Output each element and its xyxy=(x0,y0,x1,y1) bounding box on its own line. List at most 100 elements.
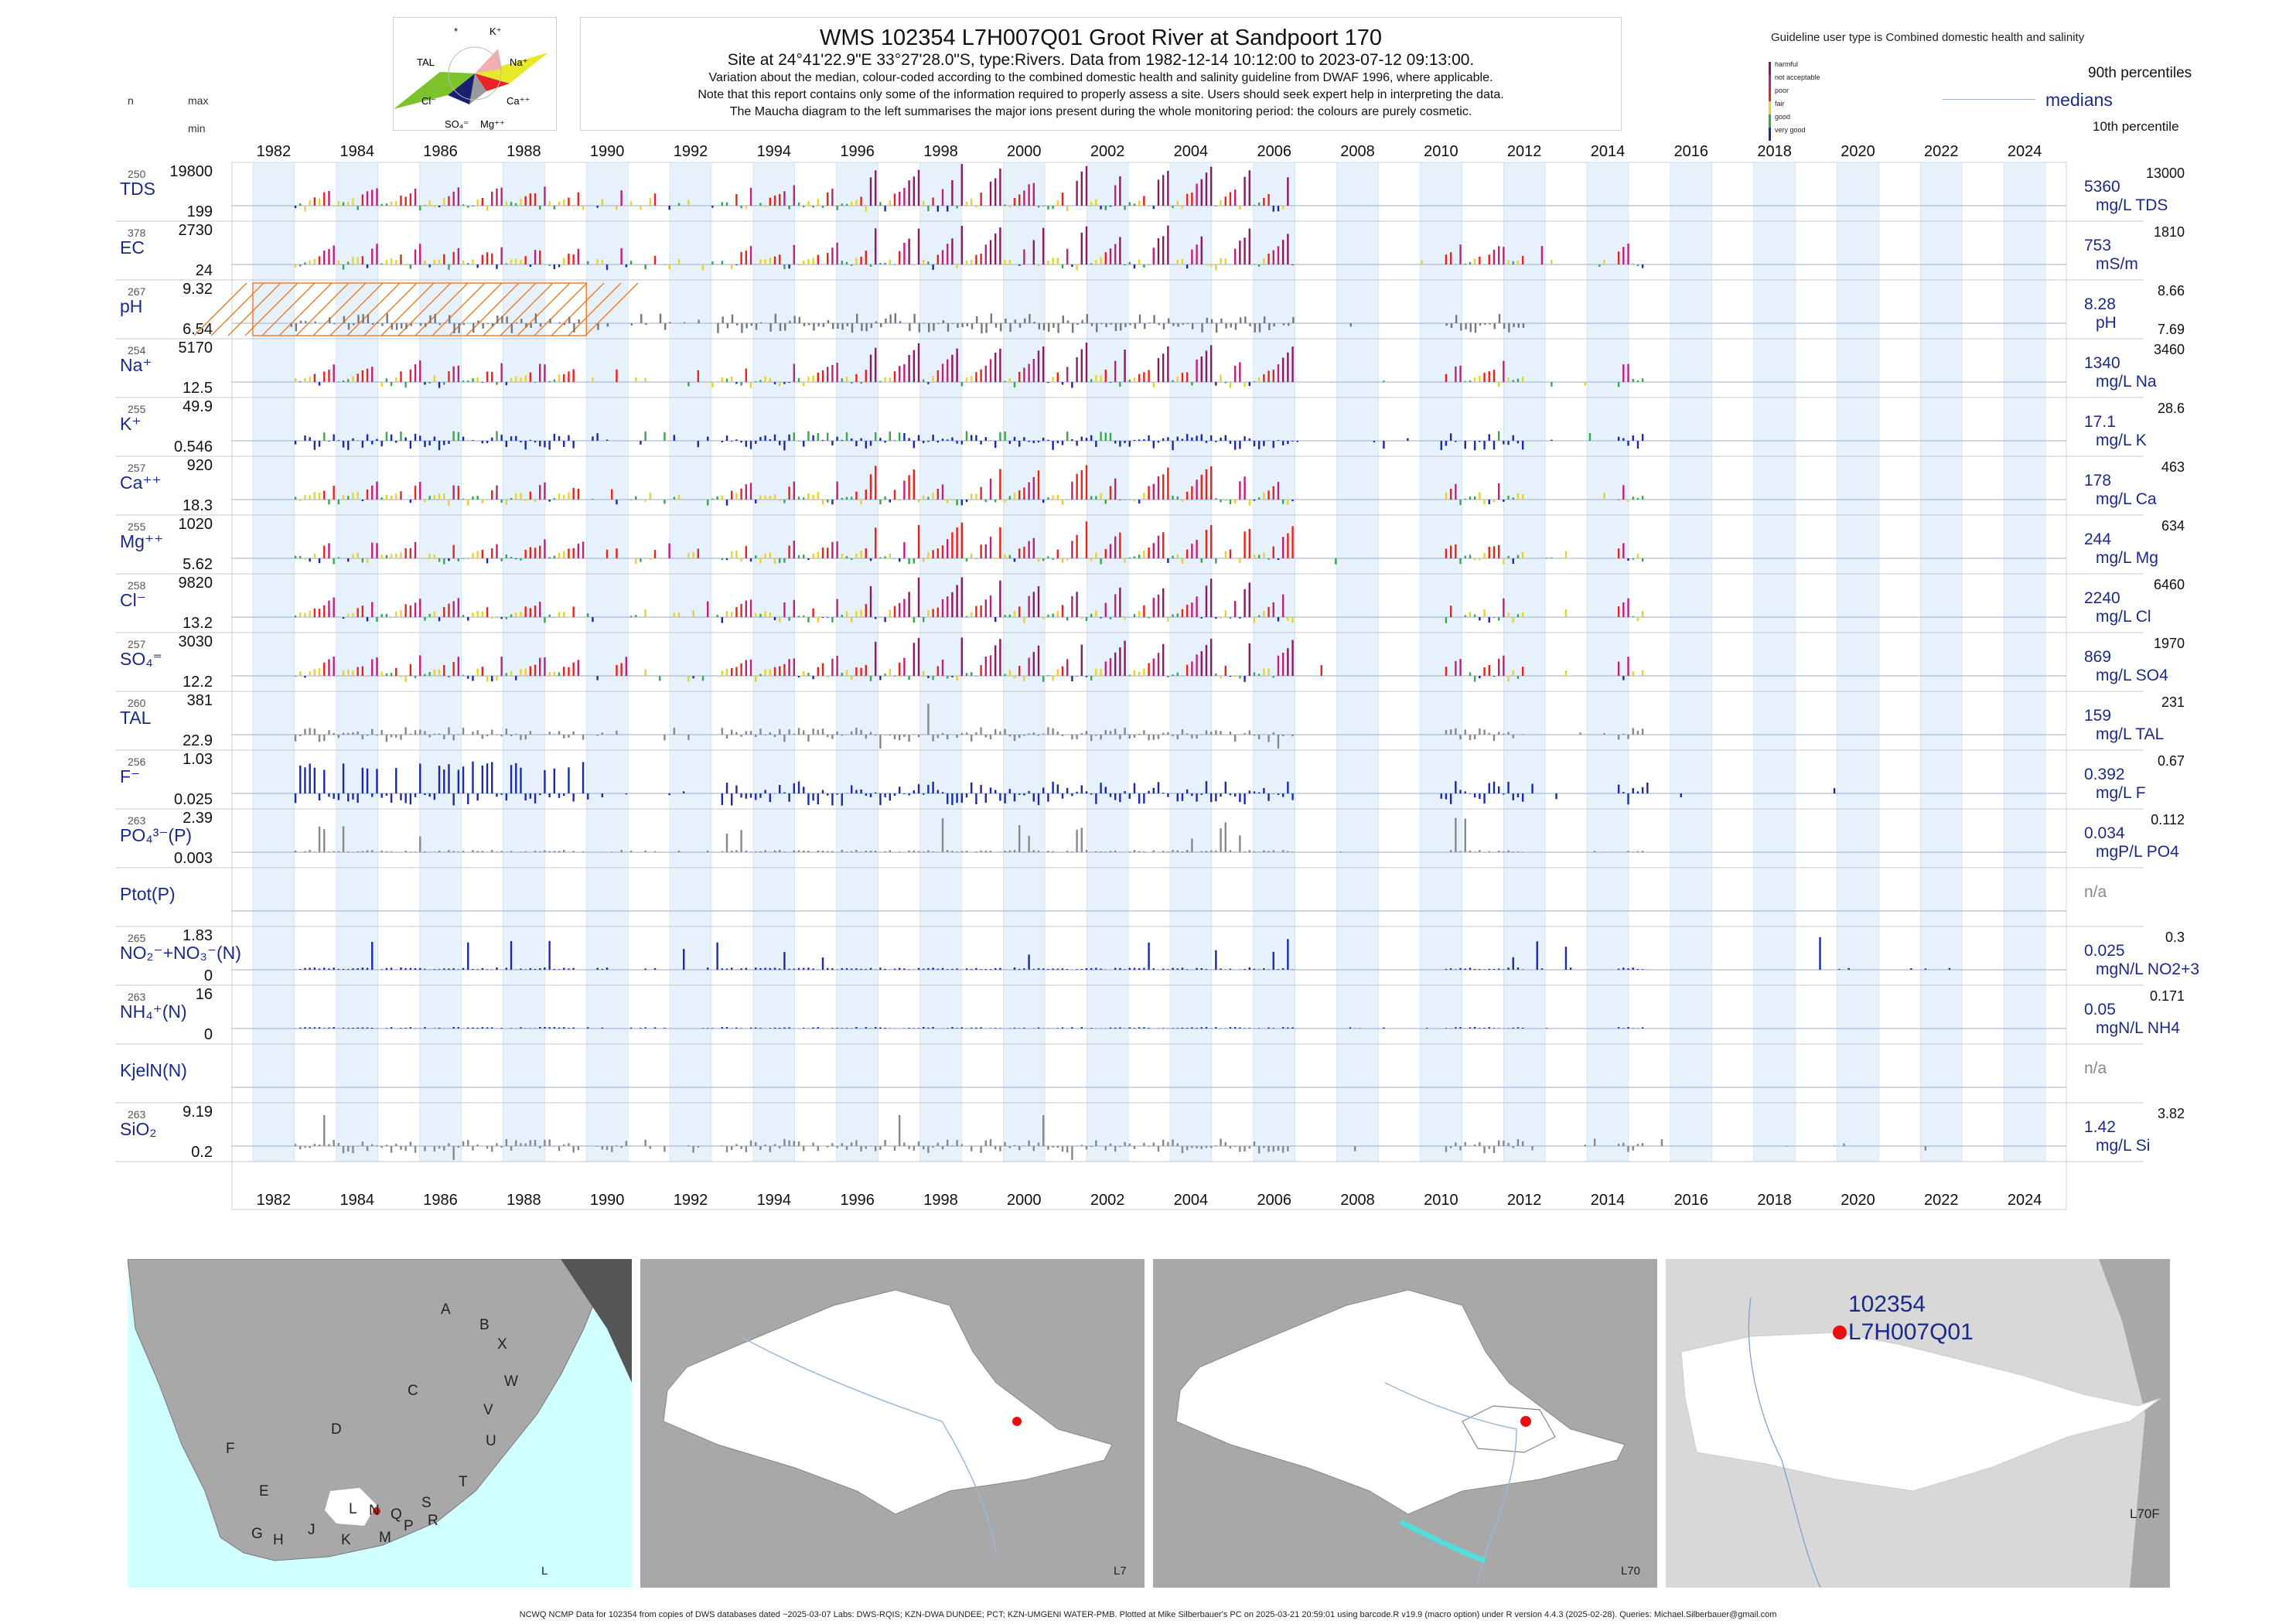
data-bar xyxy=(1023,249,1025,264)
data-bar xyxy=(731,1146,733,1151)
data-bar xyxy=(917,735,920,738)
year-band xyxy=(1920,162,1963,1162)
data-bar xyxy=(1047,614,1049,617)
map-letter-n: N xyxy=(369,1503,380,1519)
year-label-top: 2024 xyxy=(2008,143,2042,160)
data-bar xyxy=(328,600,330,617)
data-bar xyxy=(1224,551,1226,558)
data-bar xyxy=(759,380,762,382)
data-bar xyxy=(1488,732,1490,735)
data-bar xyxy=(1014,319,1017,323)
data-bar xyxy=(1162,643,1165,676)
data-bar xyxy=(875,527,877,558)
data-bar xyxy=(851,1028,853,1029)
data-bar xyxy=(1085,791,1088,793)
data-bar xyxy=(899,851,901,852)
data-bar xyxy=(500,558,503,561)
data-bar xyxy=(1028,595,1030,617)
data-bar xyxy=(568,767,570,793)
data-bar xyxy=(457,1146,460,1148)
data-bar xyxy=(385,203,388,206)
data-bar xyxy=(860,1146,862,1152)
data-bar xyxy=(1244,237,1246,264)
data-bar xyxy=(1013,676,1016,679)
data-bar xyxy=(500,851,503,852)
data-bar xyxy=(821,850,824,852)
data-bar xyxy=(774,313,777,323)
data-bar xyxy=(1032,240,1035,264)
data-bar xyxy=(956,527,958,558)
data-bar xyxy=(1143,196,1145,206)
data-bar xyxy=(472,612,474,617)
data-bar xyxy=(333,434,335,441)
data-bar xyxy=(1081,319,1083,323)
hatch-line xyxy=(278,282,333,336)
data-bar xyxy=(1459,659,1462,676)
data-bar xyxy=(1617,436,1620,441)
data-bar xyxy=(841,554,844,558)
data-bar xyxy=(352,732,354,735)
data-bar xyxy=(1254,323,1256,333)
data-bar xyxy=(1172,1028,1174,1029)
map-l70f-label: L70F xyxy=(2130,1506,2160,1521)
data-bar xyxy=(1167,437,1169,441)
data-bar xyxy=(1497,1140,1500,1146)
data-bar xyxy=(884,262,886,264)
data-bar xyxy=(1071,595,1073,617)
data-bar xyxy=(572,254,575,264)
data-bar xyxy=(759,259,762,264)
data-bar xyxy=(1473,258,1476,264)
data-bar xyxy=(908,558,910,565)
data-bar xyxy=(1133,439,1136,441)
data-bar xyxy=(1157,782,1160,793)
data-bar xyxy=(1152,543,1155,558)
data-bar xyxy=(524,196,527,206)
data-bar xyxy=(879,202,882,206)
data-bar xyxy=(1023,1027,1025,1029)
data-bar xyxy=(1455,817,1457,852)
data-bar xyxy=(1104,602,1107,617)
data-bar xyxy=(304,767,306,793)
data-bar xyxy=(1205,1146,1208,1148)
data-bar xyxy=(376,543,378,558)
data-bar xyxy=(544,769,546,793)
data-bar xyxy=(1632,1146,1634,1151)
data-bar xyxy=(1464,729,1466,735)
param-label-sio2: SiO₂ xyxy=(120,1119,156,1139)
data-bar xyxy=(424,968,426,970)
data-bar xyxy=(404,1146,407,1151)
data-bar xyxy=(1086,314,1088,323)
data-bar xyxy=(941,189,944,206)
data-bar xyxy=(333,597,335,617)
data-bar xyxy=(376,481,378,500)
data-bar xyxy=(1281,850,1284,852)
data-bar xyxy=(481,197,484,206)
data-bar xyxy=(855,667,858,676)
data-bar xyxy=(1128,261,1131,264)
data-bar xyxy=(821,370,824,382)
data-bar xyxy=(1095,967,1097,970)
data-bar xyxy=(951,1027,954,1029)
data-bar xyxy=(553,555,556,558)
data-bar xyxy=(749,1140,752,1146)
data-bar xyxy=(999,348,1001,382)
legend-swatch xyxy=(1769,128,1771,141)
data-bar xyxy=(419,206,421,211)
data-bar xyxy=(1479,793,1481,800)
data-bar xyxy=(1076,323,1079,325)
data-bar xyxy=(1104,661,1107,676)
data-bar xyxy=(529,608,532,617)
data-bar xyxy=(976,316,978,323)
note-line-1: Variation about the median, colour-coded… xyxy=(708,71,1493,84)
year-label-top: 2000 xyxy=(1007,143,1042,160)
data-bar xyxy=(1349,1027,1352,1029)
data-bar xyxy=(1445,441,1448,446)
data-bar xyxy=(1157,179,1160,206)
data-bar xyxy=(1507,781,1510,793)
data-bar xyxy=(879,967,882,970)
data-bar xyxy=(520,493,522,500)
data-bar xyxy=(1253,500,1256,501)
data-bar xyxy=(1037,441,1040,443)
data-bar xyxy=(668,543,670,558)
data-bar xyxy=(1281,206,1284,210)
